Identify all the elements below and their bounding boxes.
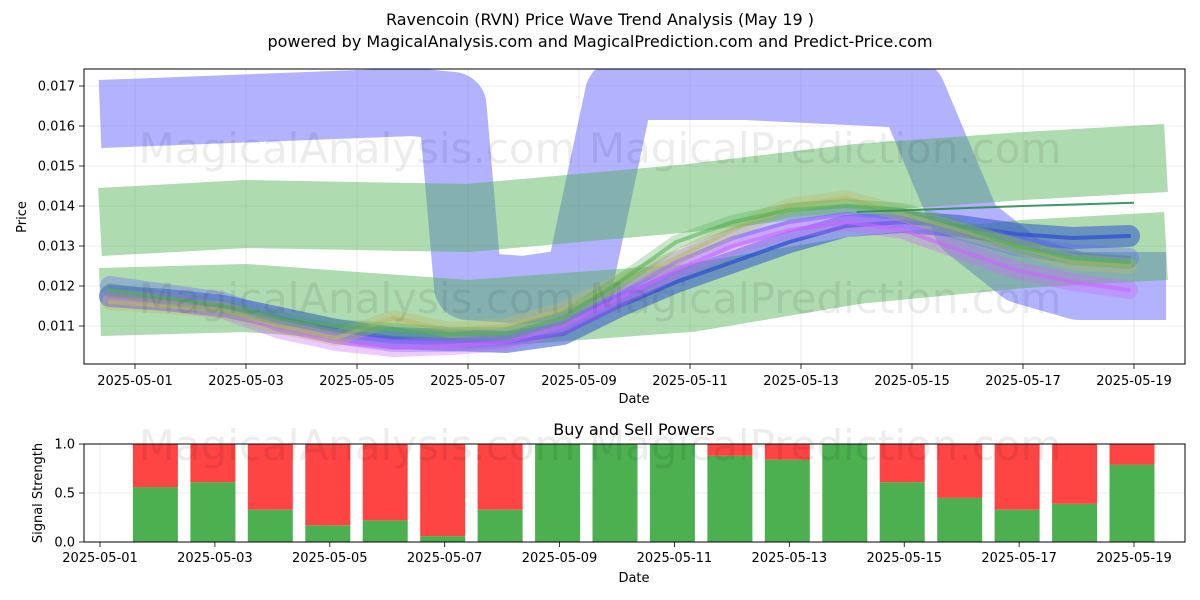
- bottom-y-axis-label: Signal Strength: [31, 443, 46, 543]
- sell-bar: [190, 444, 236, 483]
- top-plot-frame: [83, 68, 1186, 365]
- buy-bar: [937, 497, 983, 542]
- wave-band: [99, 212, 1168, 348]
- top-x-axis-label: Date: [618, 392, 649, 407]
- watermark: MagicalAnalysis.com MagicalPrediction.co…: [139, 124, 1062, 173]
- x-tick-label: 2025-05-19: [1096, 551, 1172, 566]
- x-tick-label: 2025-05-09: [522, 551, 598, 566]
- buy-bar: [592, 444, 638, 542]
- x-tick-label: 2025-05-03: [208, 374, 284, 389]
- buy-bar: [1109, 464, 1155, 542]
- top-y-axis-label: Price: [15, 201, 30, 233]
- x-tick-label: 2025-05-01: [62, 551, 138, 566]
- x-tick-label: 2025-05-19: [1096, 374, 1172, 389]
- x-tick-label: 2025-05-11: [652, 374, 728, 389]
- sell-bar: [247, 444, 293, 510]
- bottom-x-axis-label: Date: [618, 571, 649, 586]
- x-tick-label: 2025-05-13: [752, 551, 828, 566]
- buy-bar: [190, 482, 236, 542]
- y-tick-label: 0.014: [38, 200, 75, 215]
- sell-bar: [937, 444, 983, 498]
- wave-band: [98, 69, 1166, 324]
- x-tick-label: 2025-05-17: [981, 551, 1057, 566]
- buy-bar: [305, 525, 351, 542]
- x-tick-label: 2025-05-09: [541, 374, 617, 389]
- buy-bar: [535, 444, 581, 542]
- buy-bar: [707, 455, 753, 542]
- buy-bar: [247, 509, 293, 542]
- buy-bar: [764, 459, 810, 542]
- sell-bar: [305, 444, 351, 526]
- sell-bar: [477, 444, 523, 510]
- buy-bar: [994, 509, 1040, 542]
- buy-bar: [132, 487, 178, 542]
- x-tick-label: 2025-05-07: [430, 374, 506, 389]
- x-tick-label: 2025-05-07: [407, 551, 483, 566]
- sell-bar: [1052, 444, 1098, 504]
- y-tick-label: 1.0: [54, 438, 75, 453]
- buy-bar: [1052, 503, 1098, 542]
- x-tick-label: 2025-05-17: [985, 374, 1061, 389]
- sell-bar: [362, 444, 408, 521]
- trend-line: [856, 201, 1135, 213]
- sell-bar: [132, 444, 178, 488]
- price-path-core: [108, 204, 1131, 336]
- buy-bar: [822, 444, 868, 542]
- sell-bar: [707, 444, 753, 456]
- y-tick-label: 0.015: [38, 160, 75, 175]
- x-tick-label: 2025-05-15: [874, 374, 950, 389]
- x-tick-label: 2025-05-01: [97, 374, 173, 389]
- x-tick-label: 2025-05-11: [637, 551, 713, 566]
- y-tick-label: 0.0: [54, 536, 75, 551]
- y-tick-label: 0.016: [38, 120, 75, 135]
- chart-title: Ravencoin (RVN) Price Wave Trend Analysi…: [385, 10, 815, 29]
- watermark: MagicalAnalysis.com MagicalPrediction.co…: [139, 274, 1062, 323]
- sell-bar: [420, 444, 466, 537]
- buy-bar: [649, 444, 695, 542]
- buy-bar: [362, 520, 408, 542]
- price-path-core: [108, 220, 1131, 350]
- y-tick-label: 0.011: [38, 320, 75, 335]
- x-tick-label: 2025-05-15: [866, 551, 942, 566]
- x-tick-label: 2025-05-05: [319, 374, 395, 389]
- buy-bar: [477, 509, 523, 542]
- x-tick-label: 2025-05-05: [292, 551, 368, 566]
- chart-subtitle: powered by MagicalAnalysis.com and Magic…: [267, 32, 933, 51]
- bottom-chart-title: Buy and Sell Powers: [553, 420, 715, 439]
- buy-bar: [420, 536, 466, 542]
- sell-bar: [994, 444, 1040, 510]
- x-tick-label: 2025-05-03: [177, 551, 253, 566]
- y-tick-label: 0.017: [38, 80, 75, 95]
- sell-bar: [1109, 444, 1155, 465]
- y-tick-label: 0.012: [38, 280, 75, 295]
- x-tick-label: 2025-05-13: [763, 374, 839, 389]
- sell-bar: [879, 444, 925, 483]
- sell-bar: [764, 444, 810, 460]
- y-tick-label: 0.013: [38, 240, 75, 255]
- buy-bar: [879, 482, 925, 542]
- wave-band: [98, 124, 1168, 256]
- y-tick-label: 0.5: [54, 487, 75, 502]
- watermark: MagicalAnalysis.com MagicalPrediction.co…: [139, 421, 1062, 470]
